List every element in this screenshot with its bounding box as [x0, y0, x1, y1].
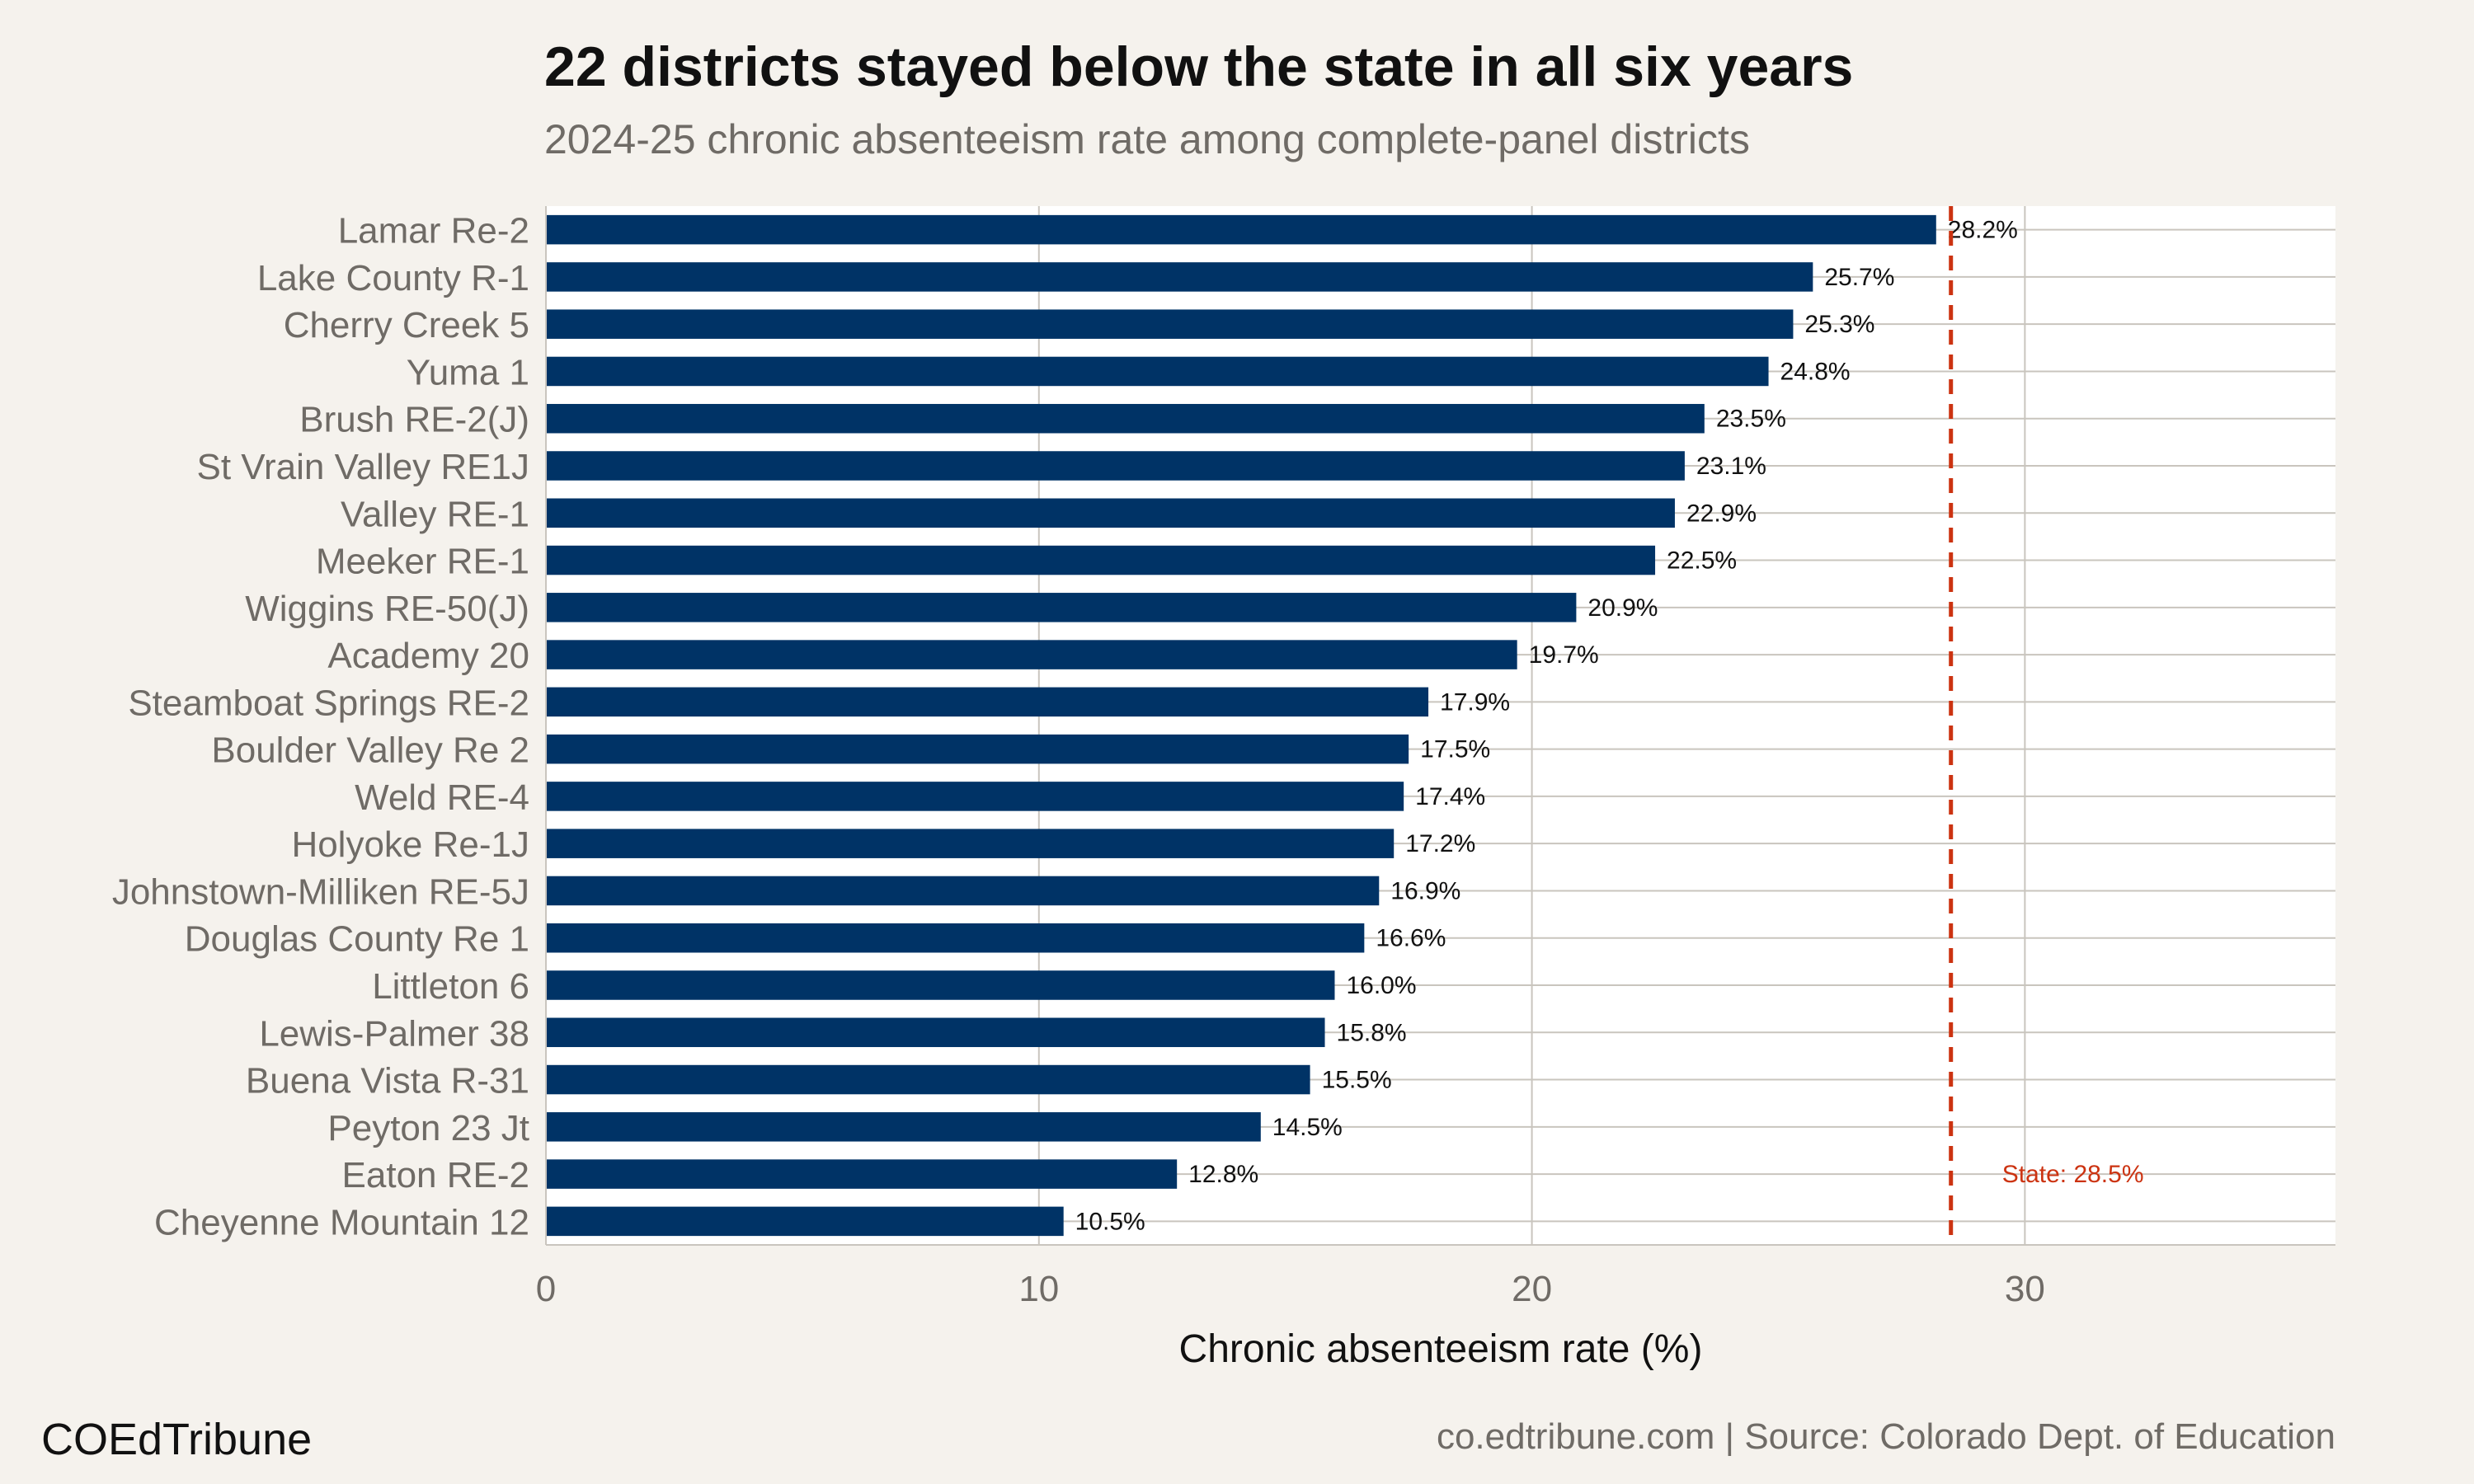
- source-note: co.edtribune.com | Source: Colorado Dept…: [1436, 1416, 2335, 1457]
- category-label: Boulder Valley Re 2: [211, 730, 529, 771]
- bar-value-label: 15.8%: [1337, 1019, 1407, 1046]
- x-tick-label: 0: [536, 1269, 556, 1309]
- x-tick-label: 30: [2005, 1269, 2045, 1309]
- bar: [546, 923, 1365, 953]
- bar: [546, 356, 1769, 387]
- bar-value-label: 28.2%: [1948, 217, 2018, 244]
- bar-value-label: 25.3%: [1804, 311, 1874, 338]
- bar: [546, 876, 1380, 906]
- bar: [546, 593, 1577, 622]
- x-tick-label: 10: [1018, 1269, 1059, 1309]
- bar-value-label: 23.5%: [1716, 406, 1786, 433]
- bar: [546, 545, 1656, 575]
- category-label: Holyoke Re-1J: [291, 824, 529, 865]
- category-label: Yuma 1: [407, 352, 529, 392]
- x-tick-label: 20: [1512, 1269, 1552, 1309]
- bar-value-label: 17.9%: [1440, 688, 1510, 716]
- bar: [546, 1112, 1261, 1142]
- category-label: Lamar Re-2: [338, 211, 529, 251]
- bar: [546, 498, 1675, 528]
- bar: [546, 403, 1705, 434]
- category-label: Lake County R-1: [257, 258, 529, 298]
- category-label: Johnstown-Milliken RE-5J: [112, 871, 529, 912]
- bar-value-label: 14.5%: [1272, 1114, 1343, 1141]
- bar-value-label: 17.2%: [1405, 830, 1475, 857]
- category-label: Brush RE-2(J): [299, 400, 529, 440]
- bar-value-label: 24.8%: [1780, 358, 1851, 385]
- bar: [546, 1159, 1178, 1189]
- category-label: Wiggins RE-50(J): [245, 589, 529, 629]
- chart-title: 22 districts stayed below the state in a…: [544, 35, 1854, 98]
- bar: [546, 829, 1395, 858]
- bar: [546, 451, 1685, 481]
- bar-value-label: 25.7%: [1824, 264, 1894, 291]
- state-reference: State: 28.5%: [1949, 206, 2144, 1245]
- category-label: Steamboat Springs RE-2: [128, 683, 529, 723]
- brand-name: COEdTribune: [41, 1415, 313, 1464]
- bar: [546, 1017, 1325, 1048]
- bar: [546, 1064, 1310, 1095]
- category-label: Academy 20: [327, 636, 529, 676]
- axes: 0 10 20 30 Lamar Re-2 Lake County R-1 Cherry C…: [112, 206, 2335, 1371]
- category-label: Eaton RE-2: [342, 1155, 529, 1195]
- bar: [546, 214, 1936, 245]
- category-label: Peyton 23 Jt: [327, 1108, 529, 1148]
- bar-value-label: 20.9%: [1587, 594, 1658, 622]
- bar-value-label: 16.9%: [1390, 877, 1460, 904]
- x-axis-title: Chronic absenteeism rate (%): [1179, 1327, 1703, 1371]
- category-label: Cheyenne Mountain 12: [154, 1202, 529, 1242]
- bar-value-label: 22.9%: [1686, 500, 1757, 527]
- category-label: Cherry Creek 5: [284, 305, 529, 345]
- bar-value-label: 17.4%: [1415, 783, 1485, 810]
- bars: 28.2% 25.7% 25.3% 24.8% 23.5% 23.1% 22.9% 22.5%…: [546, 214, 2018, 1237]
- bar: [546, 970, 1335, 1000]
- bar: [546, 782, 1404, 811]
- bar-chart: 28.2% 25.7% 25.3% 24.8% 23.5% 23.1% 22.9% 22.5%…: [112, 206, 2335, 1371]
- chart-subtitle: 2024-25 chronic absenteeism rate among c…: [544, 116, 1750, 162]
- bar-value-label: 22.5%: [1667, 547, 1737, 575]
- category-label: Lewis-Palmer 38: [259, 1013, 529, 1054]
- bar-value-label: 16.0%: [1346, 972, 1416, 999]
- category-label: Buena Vista R-31: [246, 1061, 529, 1101]
- bar-value-label: 19.7%: [1529, 641, 1599, 669]
- bar-value-label: 12.8%: [1188, 1161, 1258, 1188]
- category-label: Douglas County Re 1: [185, 919, 529, 960]
- bar-value-label: 10.5%: [1075, 1208, 1145, 1235]
- state-reference-label: State: 28.5%: [2002, 1161, 2144, 1188]
- bar-value-label: 16.6%: [1376, 925, 1446, 952]
- bar-value-label: 23.1%: [1696, 453, 1766, 480]
- bar-value-label: 15.5%: [1322, 1067, 1392, 1094]
- bar: [546, 1206, 1064, 1237]
- bar-value-label: 17.5%: [1420, 736, 1490, 763]
- category-label: Littleton 6: [372, 966, 529, 1007]
- bar: [546, 640, 1517, 669]
- category-label: Meeker RE-1: [316, 542, 529, 582]
- category-label: Weld RE-4: [355, 777, 529, 818]
- category-label: Valley RE-1: [341, 494, 529, 534]
- bar: [546, 734, 1409, 764]
- bar: [546, 262, 1813, 292]
- category-label: St Vrain Valley RE1J: [197, 447, 530, 487]
- bar: [546, 687, 1429, 717]
- bar: [546, 309, 1794, 339]
